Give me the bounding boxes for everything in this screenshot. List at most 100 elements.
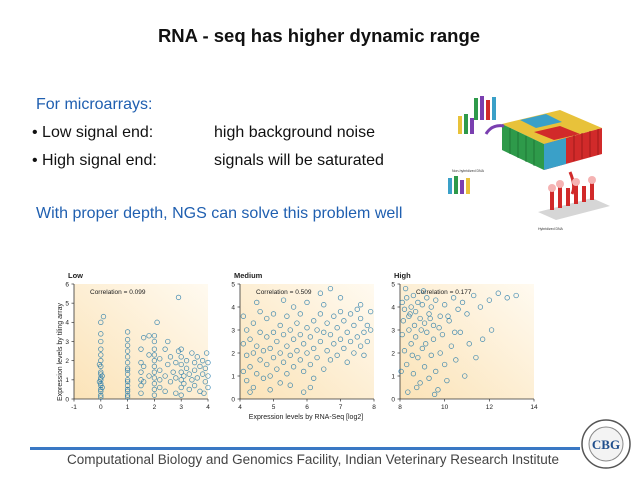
scatter-point [260,375,267,381]
scatter-point [453,357,459,363]
scatter-point [99,384,105,391]
scatter-point [406,327,412,333]
hybridized-plate-icon [538,176,610,220]
scatter-point [98,338,104,345]
scatter-point [254,371,260,377]
panel-title: High [394,271,411,280]
scatter-point [294,320,300,326]
scatter-point [191,382,198,389]
scatter-point [267,387,273,393]
scatter-point [201,390,207,396]
scatter-point [442,302,448,308]
panel-title: Medium [234,271,263,280]
scatter-point [257,329,263,335]
scatter-point [124,386,131,393]
y-axis-label: Expression levels by tiling array [57,302,64,401]
scatter-point [428,304,434,310]
scatter-point [151,333,158,339]
scatter-point [98,331,104,337]
scatter-point [175,348,182,354]
scatter-point [178,354,184,360]
scatter-point [417,380,423,386]
scatter-point [347,338,354,345]
scatter-point [433,297,439,303]
scatter-point [304,299,310,306]
scatter-point [357,315,364,322]
scatter-point [444,377,450,384]
institute-logo: CBG [581,419,631,469]
scatter-point [402,285,409,292]
scatter-point [290,304,297,310]
microarray-diagram: Non-hybridized DNA Hybridized DNA [448,96,610,231]
scatter-point [151,386,158,393]
x-tick-label: 2 [153,404,157,411]
scatter-point [178,369,184,375]
scatter-point [439,331,446,338]
scatter-point [151,346,158,352]
scatter-point [141,335,147,341]
bullet-low-term: • Low signal end: [32,124,154,141]
scatter-point [419,302,425,308]
scatter-point [324,348,330,354]
scatter-point [435,387,441,393]
x-tick-label: 4 [206,404,210,411]
scatter-point [409,352,415,358]
scatter-point [277,350,283,356]
scatter-point [267,345,273,352]
scatter-point [194,354,200,360]
scatter-point [202,379,208,385]
scatter-point [146,333,152,339]
scatter-point [280,297,287,303]
scatter-point [327,357,334,363]
scatter-point [419,345,425,352]
scatter-point [300,341,307,347]
scatter-point [270,354,277,361]
scatter-point [96,379,103,385]
scatter-point [321,302,327,308]
scatter-point [405,389,411,395]
scatter-point [244,327,250,333]
scatter-point [297,311,303,317]
scatter-point [124,388,131,394]
scatter-point [317,290,324,296]
scatter-point [277,322,283,329]
scatter-point [401,306,408,312]
scatter-point [414,384,420,391]
scatter-point [178,392,184,398]
scatter-point [311,375,317,381]
y-tick-label: 6 [65,281,69,288]
probe-stack-left-icon [448,176,470,194]
scatter-point [264,334,270,340]
scatter-point [344,329,350,335]
ngs-statement: With proper depth, NGS can solve this pr… [36,205,403,222]
y-tick-label: 5 [391,281,395,288]
scatter-point [300,389,307,395]
scatter-point [170,369,176,375]
scatter-point [404,361,410,368]
scatter-point [426,375,432,381]
y-tick-label: 1 [391,373,395,380]
scatter-point [284,371,290,377]
scatter-point [98,358,104,364]
scatter-point [270,311,277,317]
scatter-point [257,357,263,363]
bullet-high-desc: signals will be saturated [214,152,384,169]
scatter-point [399,331,405,338]
y-tick-label: 1 [65,377,69,384]
correlation-label: Correlation = 0.509 [256,289,312,296]
bullet-low: • Low signal end: high background noise [32,124,375,142]
plot-background [400,284,534,399]
scatter-point [247,389,253,395]
chip-block-icon [502,110,602,170]
correlation-label: Correlation = 0.177 [416,289,472,296]
scatter-point [151,338,158,345]
scatter-point [486,297,492,303]
scatter-point [98,319,104,325]
scatter-point [452,329,458,335]
scatter-point [181,381,187,387]
scatter-point [361,352,367,358]
scatter-point [290,364,297,370]
scatter-point [205,384,211,391]
scatter-point [341,318,347,324]
